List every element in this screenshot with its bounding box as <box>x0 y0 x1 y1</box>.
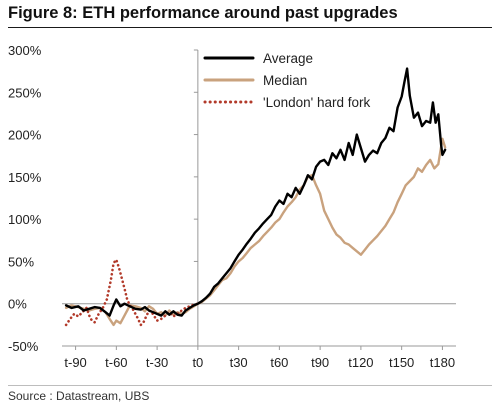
x-tick-label: t-30 <box>146 355 168 370</box>
y-tick-label: 50% <box>8 254 34 269</box>
legend: Average Median 'London' hard fork <box>203 51 370 110</box>
x-tick-label: t180 <box>430 355 455 370</box>
legend-label: Median <box>263 73 307 88</box>
legend-label: 'London' hard fork <box>263 95 370 110</box>
series-layer <box>64 67 447 327</box>
x-tick-label: t-60 <box>105 355 127 370</box>
y-tick-label: 300% <box>8 43 42 58</box>
axes-layer: -50% 0% 50% 100% 150% 200% 250% 300% t-90 t-60 t-3… <box>8 43 456 370</box>
x-tick-label: t-90 <box>64 355 86 370</box>
y-tick-label: 200% <box>8 128 42 143</box>
chart-title: Figure 8: ETH performance around past up… <box>8 4 492 28</box>
series-line-average <box>64 67 447 317</box>
y-tick-label: 150% <box>8 170 42 185</box>
y-tick-label: 250% <box>8 85 42 100</box>
x-tick-label: t90 <box>311 355 329 370</box>
series-line-median <box>64 137 447 327</box>
legend-label: Average <box>263 51 313 66</box>
x-tick-label: t60 <box>270 355 288 370</box>
x-tick-label: t150 <box>389 355 414 370</box>
y-tick-label: -50% <box>8 339 39 354</box>
x-tick-label: t30 <box>230 355 248 370</box>
x-tick-label: t0 <box>192 355 203 370</box>
chart-source: Source : Datastream, UBS <box>8 385 492 403</box>
y-tick-label: 100% <box>8 212 42 227</box>
x-tick-label: t120 <box>348 355 373 370</box>
y-tick-label: 0% <box>8 297 27 312</box>
